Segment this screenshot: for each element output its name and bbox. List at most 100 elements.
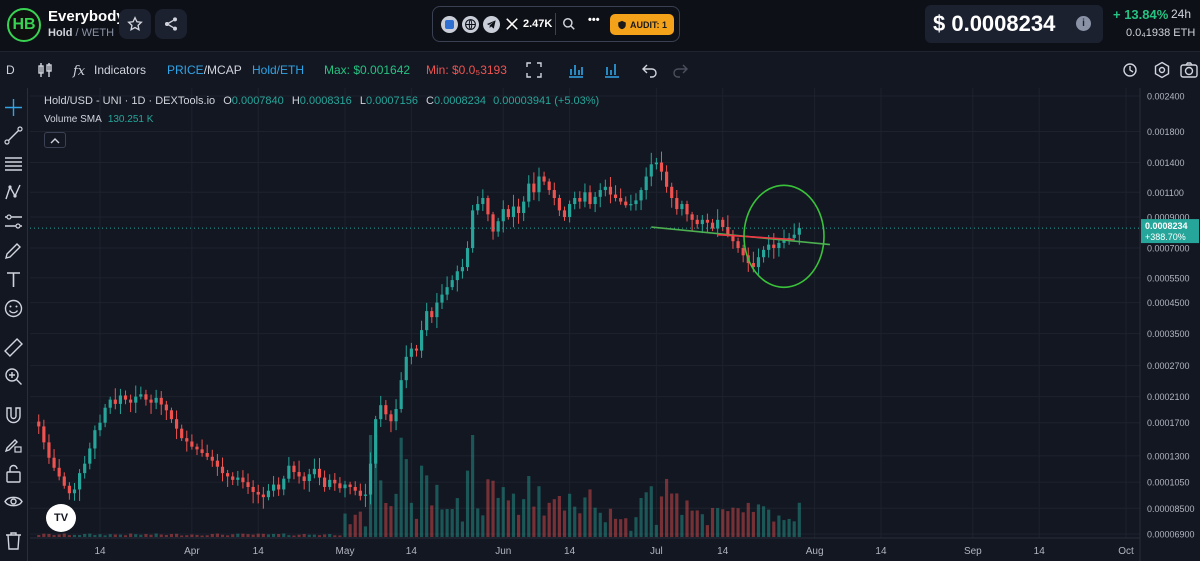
price-mcap-toggle[interactable]: PRICE/MCAP <box>167 63 242 77</box>
candle-body <box>215 460 219 467</box>
compare-icon[interactable] <box>603 61 621 79</box>
candle-body <box>287 465 291 479</box>
volume-bar <box>481 515 485 537</box>
volume-bar <box>241 533 245 537</box>
pattern-icon[interactable] <box>4 183 23 202</box>
volume-bar <box>292 535 296 537</box>
volume-bar <box>675 493 679 537</box>
audit-badge[interactable]: AUDIT: 1 <box>610 14 674 35</box>
share-button[interactable] <box>155 9 187 39</box>
trendline-icon[interactable] <box>4 126 23 145</box>
bars-icon[interactable] <box>567 61 585 79</box>
candle-body <box>353 486 357 491</box>
interval-button[interactable]: D <box>6 63 15 77</box>
high-value: 0.0008316 <box>299 95 352 107</box>
candle-body <box>547 181 551 191</box>
volume-bar <box>736 508 740 537</box>
x-icon <box>506 18 518 30</box>
token-pair: Hold / WETH <box>48 27 114 39</box>
volume-bar <box>159 534 163 537</box>
volume-bar <box>210 533 214 537</box>
ruler-icon[interactable] <box>4 338 23 357</box>
current-change-text: +388.70% <box>1145 232 1186 242</box>
divider <box>555 13 556 35</box>
volume-bar <box>312 534 316 537</box>
measure-icon[interactable] <box>4 212 23 231</box>
candle-body <box>670 186 674 199</box>
lock-icon[interactable] <box>4 464 23 483</box>
candle-body <box>659 162 664 172</box>
volume-bar <box>394 493 398 537</box>
candles-icon[interactable] <box>36 61 54 79</box>
indicators-button[interactable]: Indicators <box>94 63 147 77</box>
candle-body <box>384 405 388 415</box>
favorite-button[interactable] <box>119 9 151 39</box>
candle-body <box>680 204 684 210</box>
token-name: Everybody <box>48 8 125 25</box>
volume-bar <box>680 514 684 537</box>
dextools-link[interactable] <box>441 16 458 33</box>
price-chart[interactable]: 0.002400 0.001800 0.001400 0.001100 0.000900… <box>30 88 1200 561</box>
candle-body <box>649 164 653 177</box>
token-logo: HB <box>7 8 41 42</box>
volume-bar <box>557 495 561 537</box>
volume-legend: Volume SMA 130.251 K <box>44 114 153 125</box>
candle-body <box>394 408 398 422</box>
volume-bar <box>261 533 265 537</box>
undo-icon[interactable] <box>641 61 659 79</box>
close-value: 0.0008234 <box>434 95 486 107</box>
fullscreen-icon[interactable] <box>525 61 543 79</box>
candle-body <box>425 311 429 331</box>
volume-bar <box>486 479 490 537</box>
magnet-icon[interactable] <box>4 406 23 425</box>
lock-draw-icon[interactable] <box>4 435 23 454</box>
volume-bar <box>476 508 480 537</box>
candle-body <box>297 472 301 477</box>
camera-icon[interactable] <box>1180 61 1198 79</box>
tradingview-logo: TV <box>46 504 76 532</box>
telegram-link[interactable] <box>483 16 500 33</box>
volume-bar <box>251 534 255 537</box>
volume-bar <box>787 518 791 537</box>
y-tick-label: 0.0005500 <box>1147 273 1190 283</box>
volume-bar <box>205 535 209 537</box>
volume-bar <box>220 534 225 537</box>
volume-bar <box>123 535 128 537</box>
candle-body <box>220 466 225 474</box>
candle-body <box>522 201 526 213</box>
volume-bar <box>363 526 368 537</box>
x-link[interactable] <box>505 16 519 37</box>
brush-icon[interactable] <box>4 241 23 260</box>
chart-canvas[interactable]: 0.002400 0.001800 0.001400 0.001100 0.000900… <box>30 88 1200 561</box>
price-info-icon[interactable]: i <box>1076 16 1091 31</box>
more-button[interactable]: ••• <box>588 14 600 26</box>
volume-bar <box>772 521 776 537</box>
volume-bar <box>62 533 66 537</box>
settings-icon[interactable] <box>1153 61 1171 79</box>
volume-bar <box>215 533 219 537</box>
candle-body <box>271 484 276 491</box>
eye-icon[interactable] <box>4 492 23 511</box>
candle-body <box>389 414 393 422</box>
search-button[interactable] <box>562 17 576 36</box>
website-link[interactable] <box>462 16 479 33</box>
replay-icon[interactable] <box>1121 61 1139 79</box>
candle-body <box>501 209 505 222</box>
pair-toggle[interactable]: Hold/ETH <box>252 63 305 77</box>
redo-icon[interactable] <box>671 61 689 79</box>
chart-toolbar: D fx Indicators PRICE/MCAP Hold/ETH Max:… <box>0 56 1200 84</box>
trash-icon[interactable] <box>4 531 23 550</box>
high-label: H <box>291 95 300 107</box>
candle-body <box>496 221 500 232</box>
emoji-icon[interactable] <box>4 299 23 318</box>
volume-bar <box>756 504 761 537</box>
volume-bar <box>399 437 403 537</box>
candle-body <box>123 395 128 400</box>
crosshair-icon[interactable] <box>4 98 23 117</box>
zoom-icon[interactable] <box>4 367 23 386</box>
collapse-legend-button[interactable] <box>44 132 66 148</box>
chart-background <box>30 88 1200 561</box>
text-icon[interactable] <box>4 270 23 289</box>
volume-bar <box>777 515 781 537</box>
fib-icon[interactable] <box>4 155 23 174</box>
